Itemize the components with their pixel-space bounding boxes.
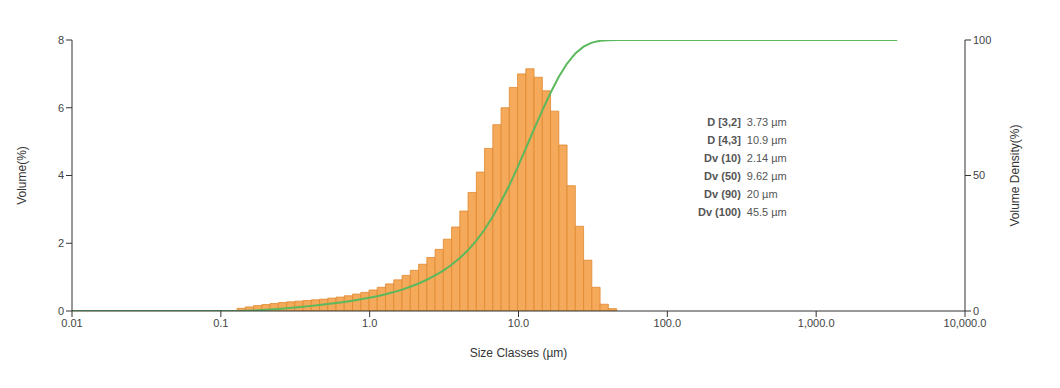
svg-text:2: 2 <box>58 237 64 249</box>
html-text:D [4,3]: D [4,3] <box>707 134 741 146</box>
html-text:10.9 µm: 10.9 µm <box>746 134 787 146</box>
html-text:2.14 µm: 2.14 µm <box>746 152 787 164</box>
svg-text:100.0: 100.0 <box>654 317 682 329</box>
svg-text:50: 50 <box>973 169 985 181</box>
svg-text:0.1: 0.1 <box>213 317 228 329</box>
svg-text:10,000.0: 10,000.0 <box>944 317 987 329</box>
svg-text:1.0: 1.0 <box>362 317 377 329</box>
svg-text:1,000.0: 1,000.0 <box>798 317 835 329</box>
svg-text:0.01: 0.01 <box>61 317 82 329</box>
svg-text:4: 4 <box>58 169 64 181</box>
html-text:45.5 µm: 45.5 µm <box>746 206 787 218</box>
svg-text:Volume(%): Volume(%) <box>15 146 29 205</box>
svg-text:Volume Density(%): Volume Density(%) <box>1008 124 1022 226</box>
svg-text:0: 0 <box>973 305 979 317</box>
html-text:Dv (100): Dv (100) <box>698 206 741 218</box>
html-text:20 µm: 20 µm <box>746 188 778 200</box>
html-text:9.62 µm: 9.62 µm <box>746 170 787 182</box>
svg-text:100: 100 <box>973 34 991 46</box>
svg-text:10.0: 10.0 <box>508 317 529 329</box>
html-text:Dv (50): Dv (50) <box>704 170 741 182</box>
svg-text:Size Classes (µm): Size Classes (µm) <box>470 346 568 360</box>
svg-text:8: 8 <box>58 34 64 46</box>
html-text:3.73 µm: 3.73 µm <box>746 116 787 128</box>
html-text:Dv (90): Dv (90) <box>704 188 741 200</box>
svg-text:0: 0 <box>58 305 64 317</box>
svg-text:6: 6 <box>58 102 64 114</box>
html-text:Dv (10): Dv (10) <box>704 152 741 164</box>
html-text:D [3,2]: D [3,2] <box>707 116 741 128</box>
